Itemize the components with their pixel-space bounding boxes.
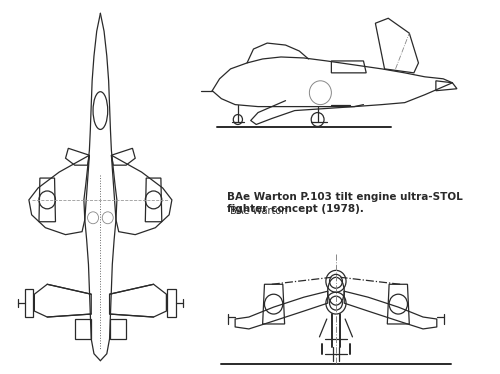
Text: BAe Warton: BAe Warton bbox=[227, 206, 288, 216]
Text: BAe Warton P.103 tilt engine ultra-STOL
fighter concept (1978).: BAe Warton P.103 tilt engine ultra-STOL … bbox=[227, 192, 462, 214]
